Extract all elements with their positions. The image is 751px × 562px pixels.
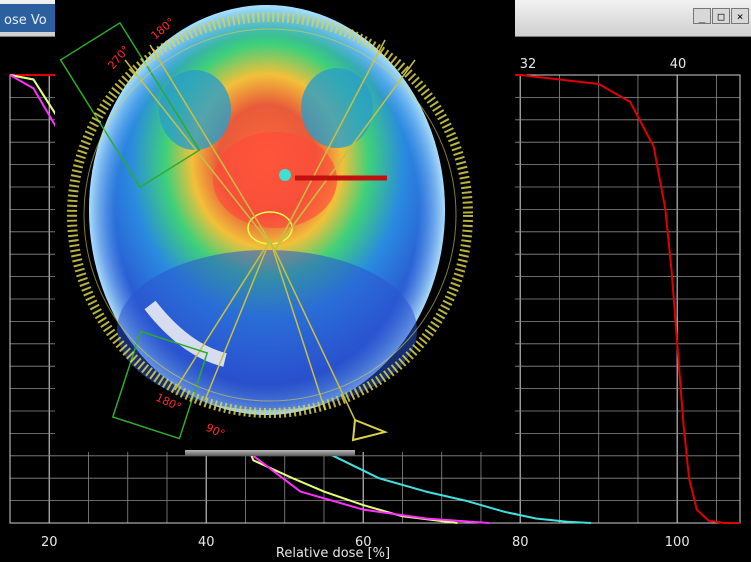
orbit-left xyxy=(159,70,231,150)
x-axis-ticks: 20 40 60 80 100 xyxy=(41,535,690,550)
x-tick-label: 100 xyxy=(665,535,690,550)
field-label-4: 90° xyxy=(204,421,227,441)
maximize-button[interactable]: □ xyxy=(712,8,730,24)
title-highlight: ose Vo xyxy=(0,4,56,32)
high-dose-region xyxy=(213,132,337,228)
x-tick-label: 60 xyxy=(355,535,372,550)
minimize-button[interactable]: _ xyxy=(693,8,711,24)
arc-arrowhead xyxy=(351,418,389,442)
window-title: ose Vo xyxy=(4,13,47,28)
close-button[interactable]: × xyxy=(731,8,749,24)
occipital-bone xyxy=(144,300,227,367)
x-top-tick-label: 32 xyxy=(520,57,537,72)
ct-image: 270° 180° 180° 90° xyxy=(59,5,473,442)
x-tick-label: 20 xyxy=(41,535,58,550)
x-axis-top-ticks: 32 40 xyxy=(520,57,687,72)
field-label-1: 270° xyxy=(105,43,132,72)
series-line-2 xyxy=(9,74,458,524)
orbit-right xyxy=(301,68,373,148)
beam-lines xyxy=(124,39,416,421)
gantry-arc xyxy=(67,12,473,418)
window-controls: _ □ × xyxy=(693,8,749,24)
ct-dose-overlay[interactable]: 270° 180° 180° 90° xyxy=(55,0,515,452)
gantry-arc-inner xyxy=(83,28,457,402)
x-top-tick-label: 40 xyxy=(670,57,687,72)
x-tick-label: 40 xyxy=(198,535,215,550)
posterior-fossa xyxy=(117,250,417,410)
x-axis-title: Relative dose [%] xyxy=(276,546,390,561)
dose-marker xyxy=(279,169,387,181)
overlay-scrollbar[interactable] xyxy=(185,450,355,456)
x-tick-label: 80 xyxy=(512,535,529,550)
